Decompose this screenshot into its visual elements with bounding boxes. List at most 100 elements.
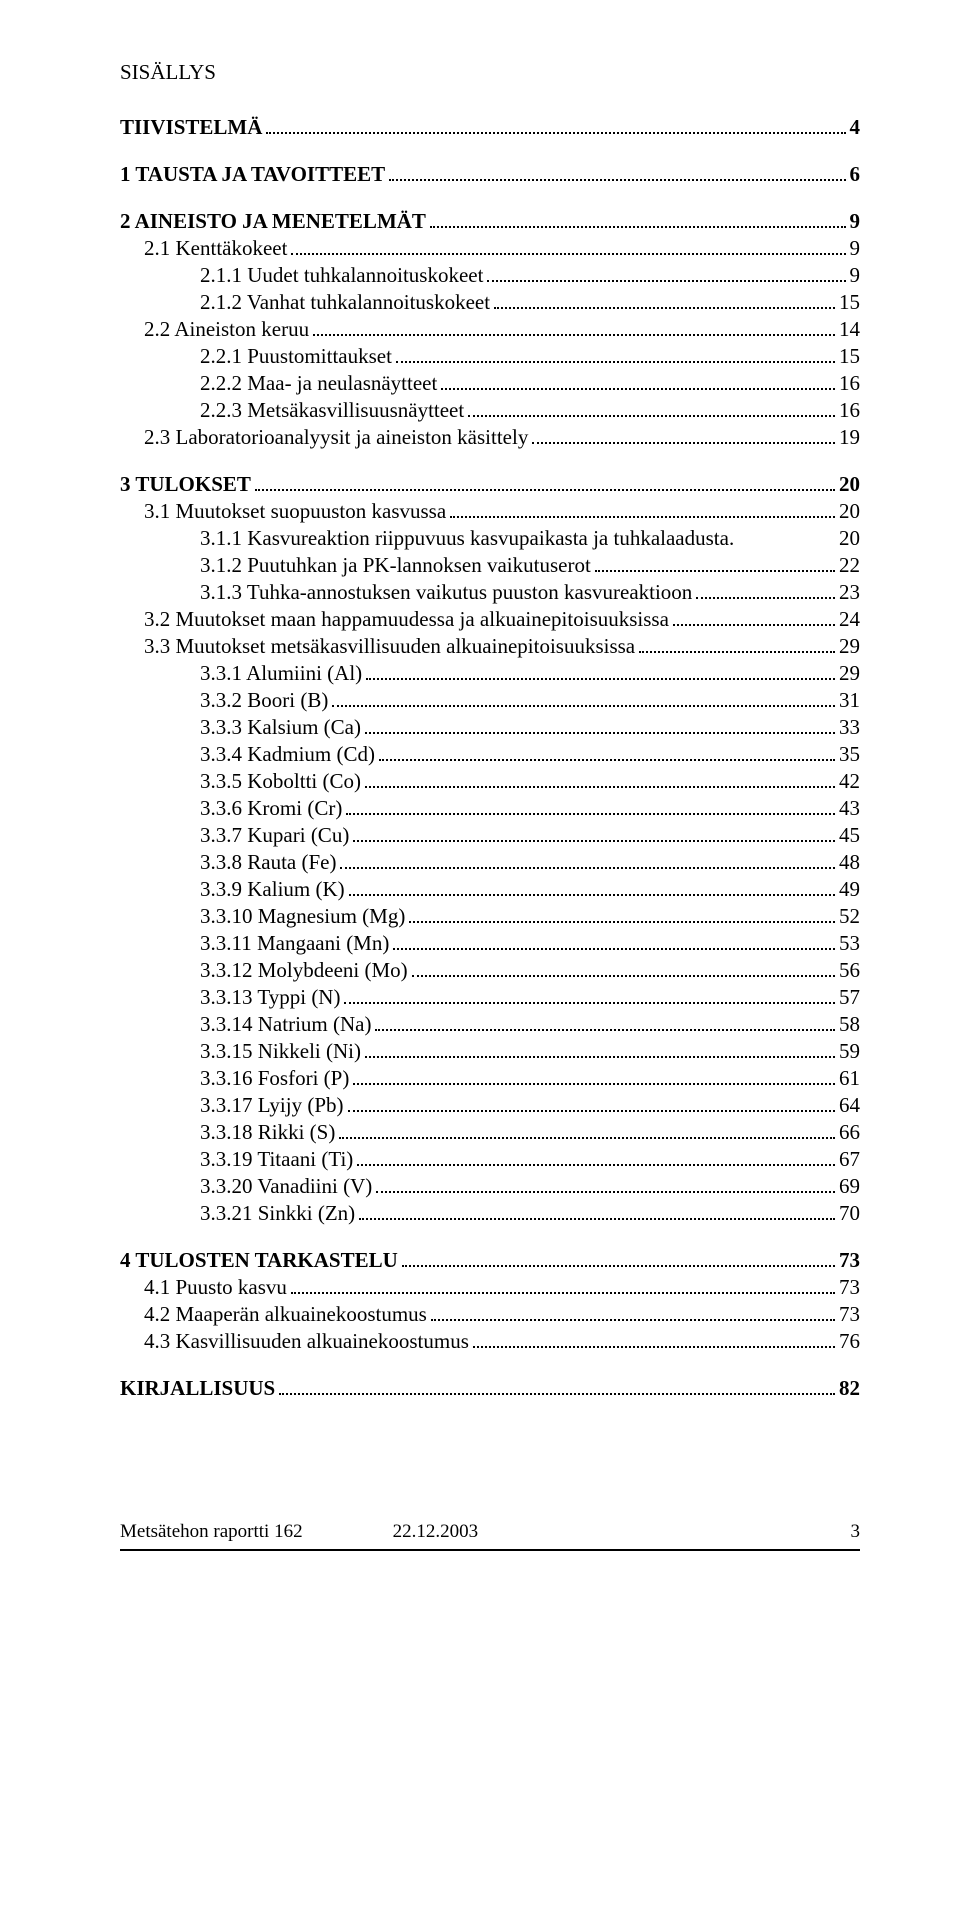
toc-label: 3.3.13 Typpi (N) <box>200 985 340 1010</box>
toc-label: 3.3.14 Natrium (Na) <box>200 1012 371 1037</box>
toc-leader <box>365 1040 835 1058</box>
toc-row: 3.3.4 Kadmium (Cd)35 <box>120 742 860 767</box>
toc-page: 9 <box>850 263 861 288</box>
toc-leader <box>487 264 845 282</box>
toc-label: 3.3.9 Kalium (K) <box>200 877 345 902</box>
toc-label: 3.3.8 Rauta (Fe) <box>200 850 336 875</box>
toc-row: 4 TULOSTEN TARKASTELU73 <box>120 1248 860 1273</box>
toc-leader <box>255 473 835 491</box>
toc-leader <box>430 210 846 228</box>
toc-label: 2.2.3 Metsäkasvillisuusnäytteet <box>200 398 464 423</box>
toc-row: 2.2.1 Puustomittaukset15 <box>120 344 860 369</box>
toc-row: 2.2 Aineiston keruu 14 <box>120 317 860 342</box>
toc-row: KIRJALLISUUS 82 <box>120 1376 860 1401</box>
toc-page: 59 <box>839 1039 860 1064</box>
toc-page: 73 <box>839 1275 860 1300</box>
toc-page: 23 <box>839 580 860 605</box>
toc-leader <box>279 1377 835 1395</box>
toc-page: 9 <box>850 209 861 234</box>
toc-label: 2.1 Kenttäkokeet <box>144 236 287 261</box>
toc-page: 15 <box>839 290 860 315</box>
toc-page: 24 <box>839 607 860 632</box>
toc-label: 1 TAUSTA JA TAVOITTEET <box>120 162 385 187</box>
toc-label: 2.2 Aineiston keruu <box>144 317 309 342</box>
toc-leader <box>349 878 835 896</box>
page-footer: Metsätehon raportti 162 22.12.2003 3 <box>120 1521 860 1543</box>
toc-leader <box>696 581 835 599</box>
toc-row: 1 TAUSTA JA TAVOITTEET 6 <box>120 162 860 187</box>
toc-leader <box>412 959 835 977</box>
toc-row: 3.3.19 Titaani (Ti)67 <box>120 1147 860 1172</box>
toc-label: KIRJALLISUUS <box>120 1376 275 1401</box>
toc-page: 49 <box>839 877 860 902</box>
toc-row: 3.3.21 Sinkki (Zn)70 <box>120 1201 860 1226</box>
toc-label: 3.3.15 Nikkeli (Ni) <box>200 1039 361 1064</box>
toc-leader <box>365 716 835 734</box>
toc-leader <box>348 1094 835 1112</box>
toc-page: 82 <box>839 1376 860 1401</box>
toc-label: 3.3.10 Magnesium (Mg) <box>200 904 405 929</box>
toc-label: 4.1 Puusto kasvu <box>144 1275 287 1300</box>
toc-leader <box>639 635 835 653</box>
toc-leader <box>532 426 835 444</box>
toc-row: 3.1.2 Puutuhkan ja PK-lannoksen vaikutus… <box>120 553 860 578</box>
toc-row: 4.2 Maaperän alkuainekoostumus 73 <box>120 1302 860 1327</box>
toc-label: 3.3.7 Kupari (Cu) <box>200 823 349 848</box>
toc-label: 2.1.1 Uudet tuhkalannoituskokeet <box>200 263 483 288</box>
toc-leader <box>346 797 835 815</box>
toc-row: 3.3.14 Natrium (Na) 58 <box>120 1012 860 1037</box>
toc-label: 3.1.1 Kasvureaktion riippuvuus kasvupaik… <box>200 526 734 551</box>
toc-page: 58 <box>839 1012 860 1037</box>
toc-row: 3.1.3 Tuhka-annostuksen vaikutus puuston… <box>120 580 860 605</box>
toc-label: 2.1.2 Vanhat tuhkalannoituskokeet <box>200 290 490 315</box>
toc-row: 3.3.16 Fosfori (P)61 <box>120 1066 860 1091</box>
toc-label: 4.2 Maaperän alkuainekoostumus <box>144 1302 427 1327</box>
toc-page: 57 <box>839 985 860 1010</box>
toc-row: 2 AINEISTO JA MENETELMÄT9 <box>120 209 860 234</box>
toc-leader <box>339 1121 835 1139</box>
toc-page: 52 <box>839 904 860 929</box>
toc-page: 6 <box>850 162 861 187</box>
toc-row: 3.3.11 Mangaani (Mn)53 <box>120 931 860 956</box>
toc-page: 20 <box>839 472 860 497</box>
toc-label: 3.3.6 Kromi (Cr) <box>200 796 342 821</box>
toc-label: 3.2 Muutokset maan happamuudessa ja alku… <box>144 607 669 632</box>
toc-row: 3.1.1 Kasvureaktion riippuvuus kasvupaik… <box>120 526 860 551</box>
toc-leader <box>376 1175 835 1193</box>
toc-label: TIIVISTELMÄ <box>120 115 262 140</box>
toc-leader <box>291 1276 835 1294</box>
toc-leader <box>357 1148 835 1166</box>
footer-rule <box>120 1549 860 1551</box>
toc-label: 3.3.5 Koboltti (Co) <box>200 769 361 794</box>
toc-page: 73 <box>839 1248 860 1273</box>
toc-label: 3.3.21 Sinkki (Zn) <box>200 1201 355 1226</box>
toc-row: 3.3.20 Vanadiini (V)69 <box>120 1174 860 1199</box>
toc-leader <box>353 824 835 842</box>
toc-leader <box>409 905 835 923</box>
toc-row: 2.2.3 Metsäkasvillisuusnäytteet16 <box>120 398 860 423</box>
table-of-contents: TIIVISTELMÄ41 TAUSTA JA TAVOITTEET62 AIN… <box>120 115 860 1401</box>
toc-leader <box>379 743 835 761</box>
toc-page: 29 <box>839 661 860 686</box>
toc-row: 2.3 Laboratorioanalyysit ja aineiston kä… <box>120 425 860 450</box>
toc-label: 3.3.3 Kalsium (Ca) <box>200 715 361 740</box>
toc-page: 53 <box>839 931 860 956</box>
toc-leader <box>359 1202 835 1220</box>
toc-leader <box>441 372 835 390</box>
toc-row: 3.3.10 Magnesium (Mg) 52 <box>120 904 860 929</box>
toc-page: 73 <box>839 1302 860 1327</box>
toc-row: 2.1 Kenttäkokeet 9 <box>120 236 860 261</box>
toc-page: 9 <box>850 236 861 261</box>
toc-page: 76 <box>839 1329 860 1354</box>
toc-leader <box>473 1330 835 1348</box>
toc-row: 3.3.1 Alumiini (Al)29 <box>120 661 860 686</box>
toc-leader <box>389 163 845 181</box>
toc-label: 2.2.2 Maa- ja neulasnäytteet <box>200 371 437 396</box>
toc-leader <box>468 399 835 417</box>
toc-page: 66 <box>839 1120 860 1145</box>
toc-label: 3.3.17 Lyijy (Pb) <box>200 1093 344 1118</box>
toc-row: 3.3.18 Rikki (S)66 <box>120 1120 860 1145</box>
toc-page: 35 <box>839 742 860 767</box>
toc-page: 14 <box>839 317 860 342</box>
toc-row: 4.1 Puusto kasvu 73 <box>120 1275 860 1300</box>
